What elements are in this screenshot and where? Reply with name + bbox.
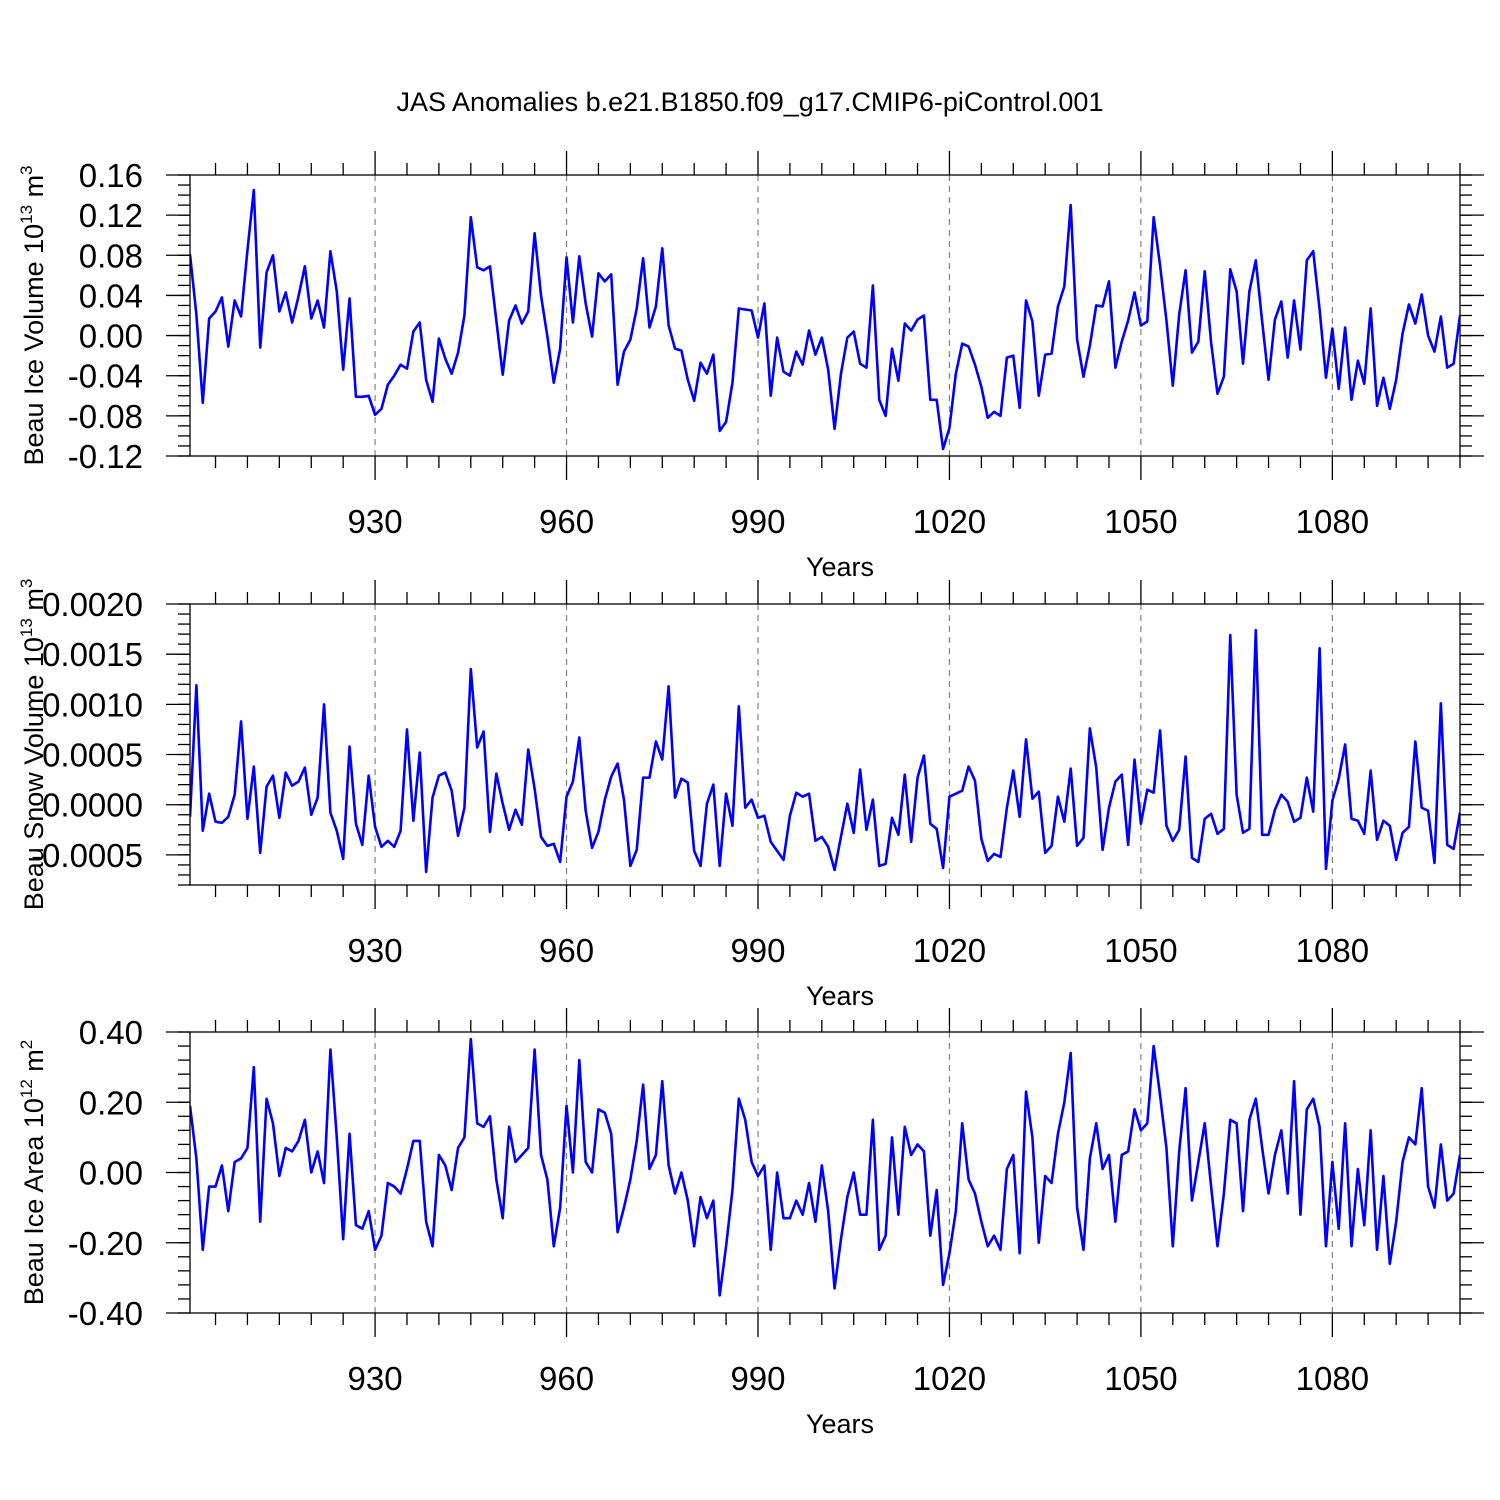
ice-area-y-axis-title: Beau Ice Area 1012 m2: [17, 1040, 49, 1306]
snow-volume-x-tick-label: 1080: [1296, 932, 1369, 969]
ice-area-y-axis-title-text: Beau Ice Area 10: [19, 1098, 49, 1305]
ice-area-x-tick-label: 1080: [1296, 1360, 1369, 1397]
ice-area-x-axis-title: Years: [806, 1409, 874, 1439]
ice-volume-y-tick-label: -0.04: [68, 358, 143, 395]
ice-area-x-tick-label: 1050: [1104, 1360, 1177, 1397]
ice-volume-y-tick-label: 0.16: [79, 157, 143, 194]
ice-volume-x-tick-label: 1020: [913, 503, 986, 540]
snow-volume-y-tick-label: -0.0005: [31, 837, 143, 874]
ice-volume-y-tick-label: 0.12: [79, 197, 143, 234]
ice-area-y-axis-title-unit: m: [19, 1049, 49, 1079]
ice-area-x-tick-label: 1020: [913, 1360, 986, 1397]
snow-volume-y-tick-label: 0.0010: [42, 686, 143, 723]
panel-snow-volume: 930 960 990 1020 1050 1080 Years 0.0020 0.0015 0.…: [17, 579, 1484, 1011]
ice-area-series-line: [190, 1037, 1460, 1297]
ice-volume-y-axis-title-exponent: 13: [17, 205, 36, 224]
snow-volume-y-axis-title: Beau Snow Volume 1013 m3: [17, 579, 49, 911]
snow-volume-y-tick-label: 0.0015: [42, 636, 143, 673]
snow-volume-series-line: [190, 628, 1460, 874]
snow-volume-y-tick-label: 0.0005: [42, 737, 143, 774]
panels-group: 930 960 990 1020 1050 1080Years0.160.120.080.…: [17, 151, 1484, 1439]
snow-volume-y-tick-label: 0.0020: [42, 586, 143, 623]
ice-area-y-tick-label: 0.20: [79, 1084, 143, 1121]
ice-volume-y-tick-label: 0.04: [79, 277, 143, 314]
ice-area-x-tick-label: 990: [730, 1360, 785, 1397]
snow-volume-y-tick-label: 0.0000: [42, 787, 143, 824]
ice-volume-y-tick-label: -0.08: [68, 398, 143, 435]
ice-area-y-axis-title-exponent: 12: [17, 1079, 36, 1098]
ice-volume-x-tick-label: 1050: [1104, 503, 1177, 540]
ice-volume-y-axis-title-unit-exponent: 3: [17, 165, 36, 174]
snow-volume-x-tick-label: 1020: [913, 932, 986, 969]
ice-volume-y-tick-label: -0.12: [68, 438, 143, 475]
snow-volume-y-axis-title-unit-exponent: 3: [17, 579, 36, 588]
ice-volume-y-axis-title-unit: m: [19, 175, 49, 205]
ice-area-y-tick-label: -0.20: [68, 1225, 143, 1262]
ice-area-plot-frame: [189, 1031, 1461, 1314]
ice-volume-y-axis-title-text: Beau Ice Volume 10: [19, 224, 49, 466]
ice-area-x-tick-label: 930: [348, 1360, 403, 1397]
panel-ice-volume: 930 960 990 1020 1050 1080Years0.160.120.080.…: [17, 151, 1484, 582]
snow-volume-x-tick-label: 990: [730, 932, 785, 969]
ice-area-x-tick-label: 960: [539, 1360, 594, 1397]
chart-title: JAS Anomalies b.e21.B1850.f09_g17.CMIP6-…: [397, 87, 1104, 117]
panel-ice-area: 930 960 990 1020 1050 1080 Years 0.40 0.20 0.00 -0…: [17, 1008, 1484, 1439]
ice-volume-x-tick-label: 930: [348, 503, 403, 540]
ice-volume-x-axis-title: Years: [806, 552, 874, 582]
ice-volume-y-tick-label: 0.00: [79, 318, 143, 355]
snow-volume-y-axis-title-unit: m: [19, 588, 49, 618]
ice-area-y-tick-label: 0.40: [79, 1014, 143, 1051]
ice-volume-x-tick-label: 990: [730, 503, 785, 540]
snow-volume-x-tick-label: 960: [539, 932, 594, 969]
ice-area-y-tick-label: 0.00: [79, 1155, 143, 1192]
ice-volume-plot-frame: [189, 174, 1461, 457]
ice-area-y-tick-label: -0.40: [68, 1295, 143, 1332]
snow-volume-plot-frame: [189, 603, 1461, 886]
snow-volume-x-axis-title: Years: [806, 981, 874, 1011]
ice-volume-y-tick-label: 0.08: [79, 237, 143, 274]
ice-area-y-axis-title-unit-exponent: 2: [17, 1040, 36, 1049]
snow-volume-y-axis-title-text: Beau Snow Volume 10: [19, 637, 49, 910]
ice-volume-x-tick-label: 1080: [1296, 503, 1369, 540]
ice-volume-x-tick-label: 960: [539, 503, 594, 540]
ice-volume-series-line: [190, 188, 1460, 451]
snow-volume-x-tick-label: 1050: [1104, 932, 1177, 969]
snow-volume-x-tick-label: 930: [348, 932, 403, 969]
snow-volume-y-axis-title-exponent: 13: [17, 618, 36, 637]
ice-volume-y-axis-title: Beau Ice Volume 1013 m3: [17, 165, 49, 465]
